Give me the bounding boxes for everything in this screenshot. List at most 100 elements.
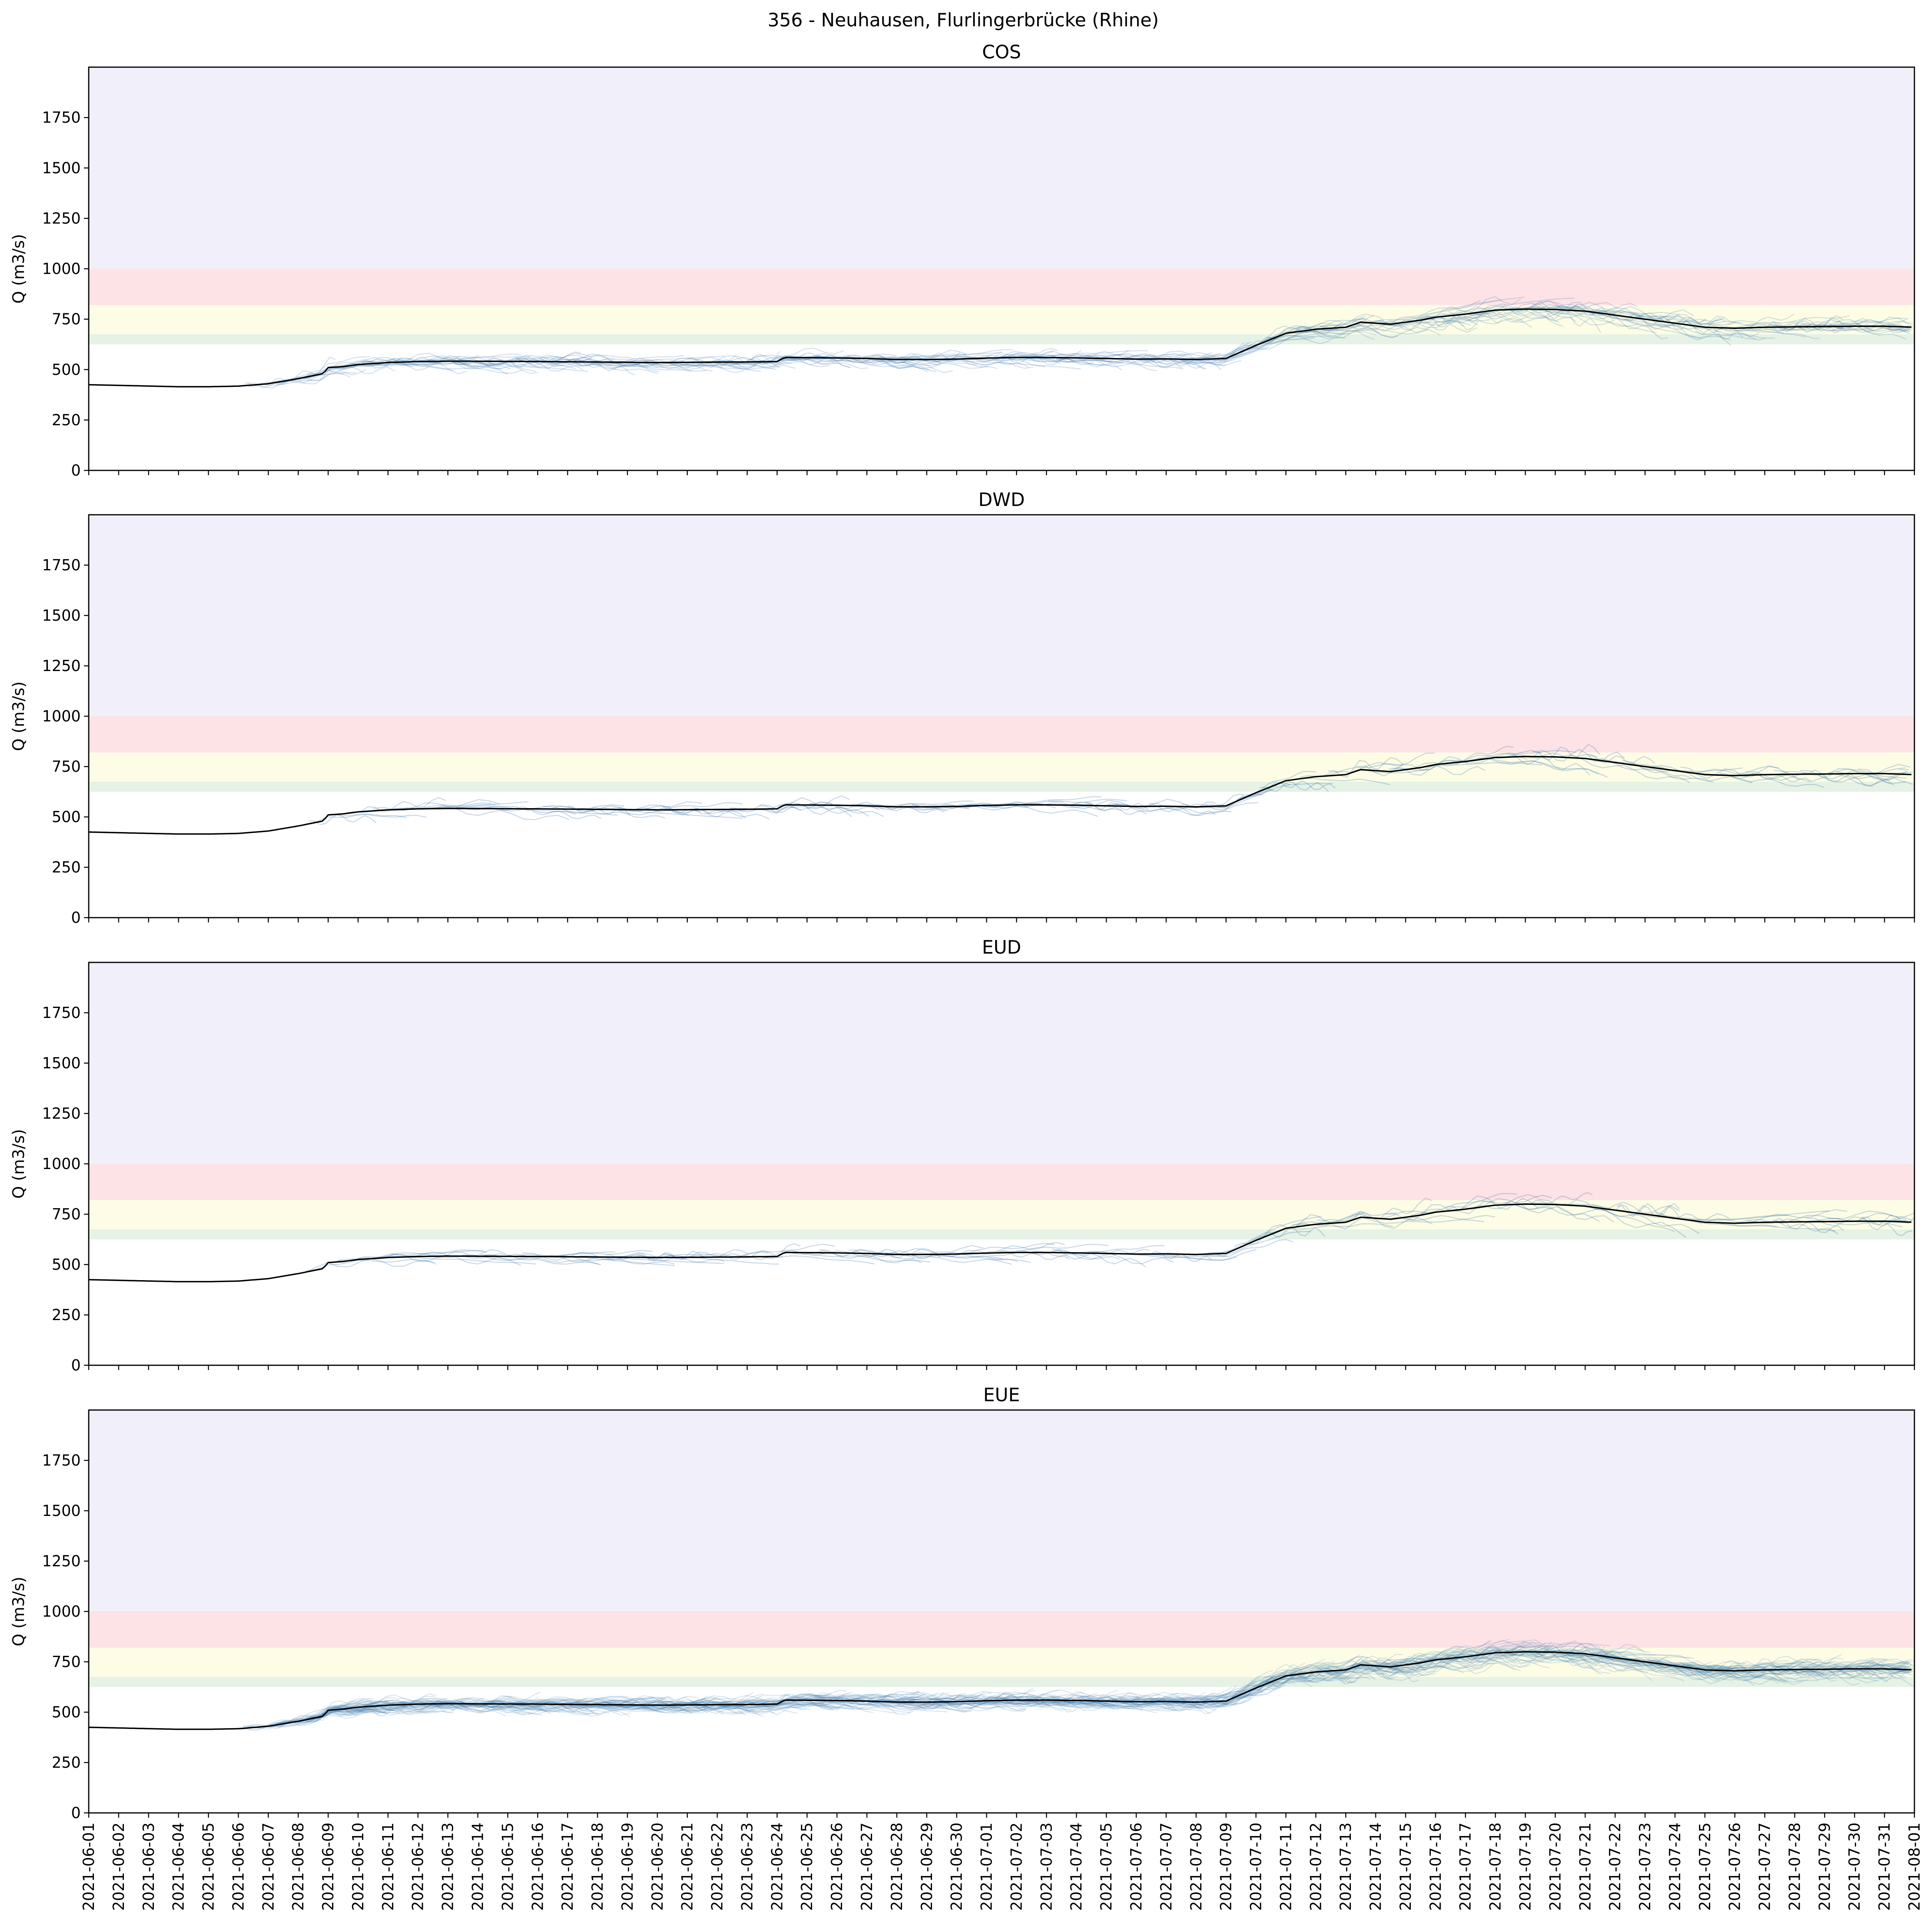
ensemble-line	[1536, 1644, 1643, 1657]
ensemble-line	[577, 1697, 665, 1705]
ensemble-line	[964, 1701, 1105, 1709]
ensemble-line	[1115, 802, 1259, 815]
ensemble-line	[363, 1705, 436, 1712]
ensemble-line	[1294, 1211, 1365, 1228]
ensemble-line	[1265, 1227, 1325, 1238]
ensemble-line	[1538, 303, 1601, 333]
ensemble-line	[1683, 1666, 1803, 1685]
ensemble-line	[1745, 324, 1874, 331]
y-tick-label: 250	[52, 1754, 81, 1771]
ensemble-line	[342, 361, 432, 367]
ensemble-line	[1418, 1194, 1538, 1216]
x-tick-label: 2021-07-24	[1666, 1822, 1684, 1911]
ensemble-line	[1500, 1649, 1598, 1669]
ensemble-line	[637, 1701, 771, 1709]
ensemble-line	[1406, 1656, 1498, 1669]
x-tick-label: 2021-07-01	[978, 1822, 996, 1911]
ensemble-line	[1150, 1689, 1263, 1705]
ensemble-line	[1257, 1671, 1323, 1692]
ensemble-line	[604, 1702, 725, 1706]
ensemble-line	[1406, 1639, 1510, 1666]
ensemble-line	[1470, 1640, 1576, 1662]
ensemble-line	[843, 356, 929, 372]
ensemble-line	[1200, 1681, 1291, 1705]
x-tick-label: 2021-06-19	[619, 1822, 636, 1911]
ensemble-line	[1257, 1660, 1384, 1688]
ensemble-line	[302, 1709, 439, 1722]
ensemble-line	[694, 361, 769, 365]
ensemble-line	[874, 1694, 952, 1703]
ensemble-line	[278, 1703, 396, 1728]
ensemble-line	[1858, 769, 1908, 781]
ensemble-line	[1689, 1219, 1778, 1227]
ensemble-line	[1110, 1701, 1201, 1711]
ensemble-line	[1599, 312, 1731, 341]
x-tick-label: 2021-07-15	[1397, 1822, 1414, 1911]
ensemble-line	[1022, 357, 1105, 366]
ensemble-line	[875, 805, 948, 812]
ensemble-line	[420, 1701, 560, 1715]
ensemble-line	[368, 1250, 484, 1260]
ensemble-line	[1833, 319, 1905, 331]
x-tick-label: 2021-07-08	[1187, 1822, 1205, 1911]
threshold-band	[89, 67, 1914, 269]
ensemble-line	[1325, 329, 1398, 338]
y-tick-label: 1500	[42, 159, 81, 177]
ensemble-line	[1287, 1667, 1398, 1680]
ensemble-line	[902, 1698, 1005, 1710]
ensemble-line	[1352, 1662, 1446, 1676]
ensemble-line	[1176, 337, 1315, 362]
y-tick-label: 1500	[42, 607, 81, 624]
ensemble-line	[1619, 1656, 1690, 1659]
ensemble-line	[449, 360, 588, 372]
y-tick-label: 750	[52, 758, 81, 775]
ensemble-line	[1796, 1657, 1874, 1671]
panel-title: DWD	[978, 489, 1025, 510]
x-tick-label: 2021-07-25	[1696, 1822, 1714, 1911]
ensemble-line	[1056, 349, 1129, 360]
ensemble-line	[1617, 1658, 1715, 1667]
ensemble-line	[1860, 1661, 1911, 1671]
ensemble-line	[1469, 1654, 1611, 1674]
ensemble-line	[837, 1696, 977, 1701]
ensemble-line	[695, 1702, 798, 1714]
ensemble-line	[719, 1703, 849, 1709]
ensemble-line	[663, 354, 806, 366]
ensemble-line	[1353, 1198, 1432, 1220]
ensemble-line	[843, 357, 953, 373]
ensemble-line	[753, 795, 850, 811]
ensemble-line	[1596, 1653, 1701, 1681]
ensemble-line	[1290, 1671, 1352, 1682]
ensemble-line	[1591, 1203, 1700, 1234]
ensemble-line	[1617, 1205, 1679, 1217]
ensemble-line	[1476, 1654, 1586, 1665]
ensemble-line	[1683, 1659, 1817, 1669]
ensemble-line	[240, 1700, 387, 1730]
ensemble-line	[1655, 316, 1726, 327]
ensemble-line	[1076, 1692, 1140, 1704]
ensemble-line	[817, 1700, 948, 1713]
ensemble-line	[1591, 1652, 1693, 1673]
ensemble-line	[1771, 1666, 1888, 1682]
ensemble-line	[1555, 1651, 1677, 1676]
ensemble-line	[761, 1699, 824, 1708]
ensemble-line	[1705, 1209, 1847, 1223]
ensemble-line	[1530, 1192, 1593, 1205]
ensemble-line	[878, 1695, 1005, 1705]
ensemble-line	[544, 1703, 677, 1713]
ensemble-line	[388, 355, 462, 365]
ensemble-line	[1796, 324, 1906, 333]
ensemble-line	[1884, 325, 1911, 332]
ensemble-line	[1748, 327, 1820, 339]
ensemble-line	[1589, 310, 1722, 325]
ensemble-line	[1352, 299, 1501, 325]
chart-panel-cos: 0 250 500 750 1000 1250 1500 1750 Q (m3/s) COS	[10, 41, 1915, 479]
ensemble-line	[1025, 1696, 1159, 1706]
ensemble-line	[1142, 1253, 1237, 1261]
ensemble-line	[1651, 319, 1760, 338]
ensemble-line	[1446, 1639, 1553, 1661]
x-tick-label: 2021-07-21	[1576, 1822, 1594, 1911]
ensemble-line	[1327, 1665, 1415, 1676]
ensemble-line	[1595, 1654, 1717, 1678]
y-tick-label: 0	[71, 909, 81, 926]
